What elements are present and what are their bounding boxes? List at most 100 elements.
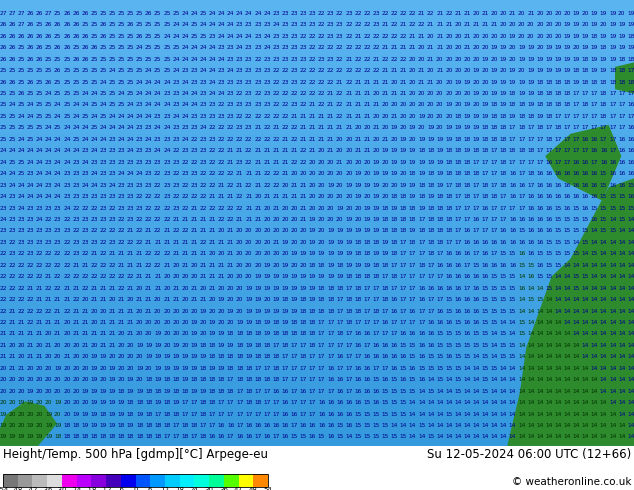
Text: 23: 23 xyxy=(72,251,80,256)
Text: 21: 21 xyxy=(136,251,143,256)
Text: 24: 24 xyxy=(263,11,271,16)
Text: 19: 19 xyxy=(436,148,444,153)
Text: 22: 22 xyxy=(8,297,16,302)
Text: 22: 22 xyxy=(217,205,225,211)
Text: 23: 23 xyxy=(236,102,243,107)
Text: 19: 19 xyxy=(573,79,580,85)
Text: 24: 24 xyxy=(181,102,189,107)
Text: 20: 20 xyxy=(318,228,325,233)
Text: 27: 27 xyxy=(18,23,25,27)
Text: 19: 19 xyxy=(418,205,425,211)
Text: 20: 20 xyxy=(318,183,325,188)
Text: 21: 21 xyxy=(145,274,152,279)
Text: 16: 16 xyxy=(536,240,543,245)
Text: 17: 17 xyxy=(290,400,298,405)
Text: 17: 17 xyxy=(391,331,398,337)
Text: 17: 17 xyxy=(427,309,434,314)
Text: 14: 14 xyxy=(627,400,634,405)
Text: 18: 18 xyxy=(463,160,471,165)
Text: 20: 20 xyxy=(0,400,7,405)
Text: 20: 20 xyxy=(45,366,53,371)
Text: 15: 15 xyxy=(627,183,634,188)
Text: 14: 14 xyxy=(554,389,562,393)
Text: 20: 20 xyxy=(382,125,389,130)
Text: 21: 21 xyxy=(190,217,198,222)
Text: 19: 19 xyxy=(27,400,34,405)
Text: 17: 17 xyxy=(472,205,480,211)
Text: 23: 23 xyxy=(91,160,98,165)
Text: 19: 19 xyxy=(273,297,280,302)
Text: 19: 19 xyxy=(372,251,380,256)
Text: 23: 23 xyxy=(54,217,61,222)
Text: 14: 14 xyxy=(564,354,571,359)
Text: 25: 25 xyxy=(27,125,34,130)
Text: 14: 14 xyxy=(463,435,471,440)
Text: 14: 14 xyxy=(591,343,598,348)
Text: 15: 15 xyxy=(382,400,389,405)
Text: 20: 20 xyxy=(27,377,34,382)
Text: 23: 23 xyxy=(118,183,125,188)
Text: 23: 23 xyxy=(163,137,171,142)
Text: 24: 24 xyxy=(118,171,125,176)
Text: 14: 14 xyxy=(591,240,598,245)
Text: 15: 15 xyxy=(482,389,489,393)
Text: 19: 19 xyxy=(345,217,353,222)
Text: 20: 20 xyxy=(45,354,53,359)
Text: 17: 17 xyxy=(363,320,371,325)
Text: 20: 20 xyxy=(91,309,98,314)
Text: 18: 18 xyxy=(409,240,416,245)
Text: 26: 26 xyxy=(45,79,53,85)
Text: 20: 20 xyxy=(91,320,98,325)
Text: 14: 14 xyxy=(591,309,598,314)
Text: 20: 20 xyxy=(254,194,262,199)
Text: 25: 25 xyxy=(18,57,25,62)
Text: 19: 19 xyxy=(100,389,107,393)
Bar xyxy=(0,89,634,100)
Text: 14: 14 xyxy=(445,400,453,405)
Text: 20: 20 xyxy=(318,160,325,165)
Text: 24: 24 xyxy=(81,183,89,188)
Text: 25: 25 xyxy=(163,68,171,73)
Text: 19: 19 xyxy=(127,423,134,428)
Text: 19: 19 xyxy=(518,91,526,96)
Bar xyxy=(0,145,634,156)
Text: 18: 18 xyxy=(145,423,152,428)
Text: 25: 25 xyxy=(91,68,98,73)
Text: 16: 16 xyxy=(309,435,316,440)
Text: 21: 21 xyxy=(154,286,162,291)
Text: -6: -6 xyxy=(117,488,124,490)
Text: 14: 14 xyxy=(482,400,489,405)
Text: 16: 16 xyxy=(273,389,280,393)
Text: 14: 14 xyxy=(564,400,571,405)
Text: 17: 17 xyxy=(591,114,598,119)
Text: 22: 22 xyxy=(281,125,289,130)
Text: 20: 20 xyxy=(509,45,516,50)
Text: 25: 25 xyxy=(54,91,61,96)
Text: 16: 16 xyxy=(491,240,498,245)
Text: 0: 0 xyxy=(133,488,138,490)
Text: 21: 21 xyxy=(281,148,289,153)
Text: 14: 14 xyxy=(609,412,616,416)
Text: 20: 20 xyxy=(181,343,189,348)
Text: 21: 21 xyxy=(482,23,489,27)
Text: 24: 24 xyxy=(108,183,116,188)
Text: 22: 22 xyxy=(354,68,361,73)
Bar xyxy=(0,290,634,301)
Text: 14: 14 xyxy=(591,400,598,405)
Text: 22: 22 xyxy=(45,217,53,222)
Text: 16: 16 xyxy=(382,377,389,382)
Text: 25: 25 xyxy=(63,68,70,73)
Text: 24: 24 xyxy=(0,194,7,199)
Text: 16: 16 xyxy=(327,412,334,416)
Text: 20: 20 xyxy=(54,354,61,359)
Text: 19: 19 xyxy=(372,205,380,211)
Text: 25: 25 xyxy=(118,23,125,27)
Text: 20: 20 xyxy=(254,228,262,233)
Text: 22: 22 xyxy=(309,68,316,73)
Text: 17: 17 xyxy=(399,251,407,256)
Text: 18: 18 xyxy=(618,68,625,73)
Text: 19: 19 xyxy=(472,114,480,119)
Text: 14: 14 xyxy=(627,435,634,440)
Text: 18: 18 xyxy=(309,343,316,348)
Text: 19: 19 xyxy=(372,194,380,199)
